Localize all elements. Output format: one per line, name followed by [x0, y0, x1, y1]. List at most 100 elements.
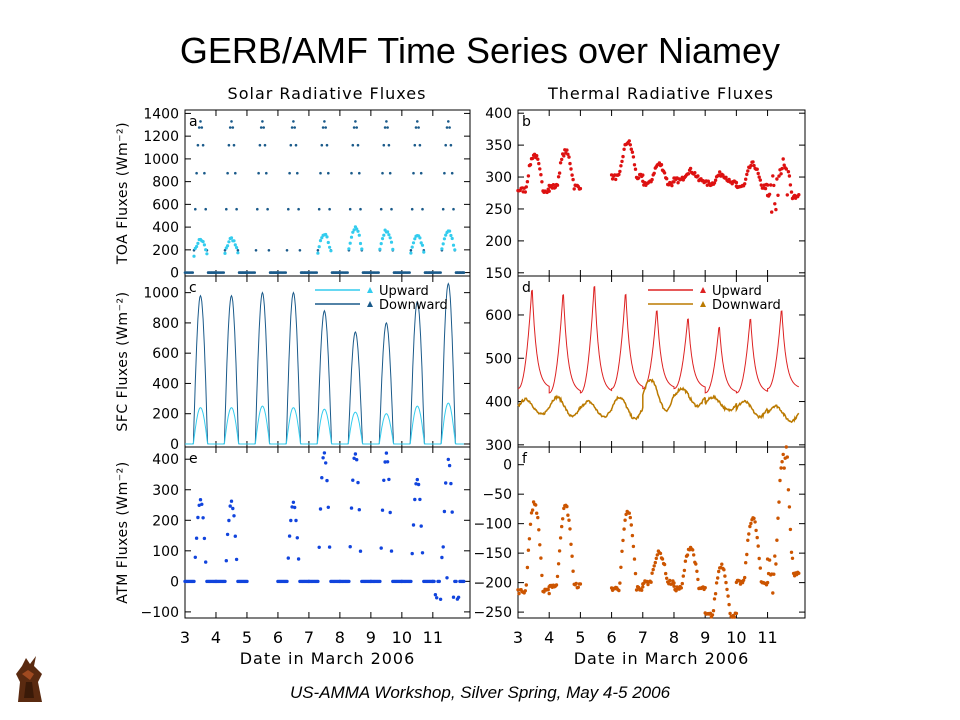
data-point — [619, 565, 623, 569]
x-tick-label-f-5: 5 — [575, 628, 585, 647]
y-tick-label-b: 150 — [485, 266, 512, 282]
downward-point — [204, 207, 207, 211]
data-point — [618, 581, 622, 585]
data-point — [755, 535, 759, 540]
data-point — [416, 482, 421, 487]
data-point — [228, 504, 232, 508]
upward-point — [382, 233, 386, 237]
downward-point — [356, 143, 360, 147]
y-tick-label-a: 800 — [152, 175, 179, 191]
data-point — [726, 594, 730, 598]
data-point — [535, 511, 539, 515]
data-point — [641, 585, 645, 589]
data-point — [433, 593, 438, 597]
x-tick-label-f-10: 10 — [726, 628, 746, 647]
upward-point — [450, 236, 454, 241]
y-tick-label-e: 300 — [152, 483, 179, 499]
downward-point — [296, 171, 299, 175]
data-point — [409, 579, 413, 584]
data-point — [749, 163, 753, 168]
data-point — [754, 528, 758, 533]
upward-point — [232, 239, 236, 243]
data-point — [665, 576, 669, 580]
data-point — [679, 586, 683, 590]
y-tick-label-a: 400 — [152, 220, 179, 236]
data-point — [201, 516, 205, 520]
data-point — [617, 172, 621, 177]
data-point — [653, 560, 657, 565]
data-point — [316, 579, 320, 584]
downward-point — [445, 126, 449, 129]
data-point — [746, 538, 750, 542]
upward-point — [227, 240, 231, 244]
data-point — [556, 175, 561, 179]
upward-point — [195, 244, 199, 249]
data-point — [751, 160, 755, 164]
data-point — [757, 556, 761, 561]
data-point — [634, 588, 639, 592]
downward-point — [203, 171, 206, 175]
series-group-e — [183, 451, 466, 601]
data-point — [631, 155, 636, 159]
x-tick-label-f-7: 7 — [638, 628, 648, 647]
data-point — [546, 588, 550, 592]
series-group-a — [183, 120, 466, 274]
data-point — [570, 173, 574, 177]
downward-point — [447, 120, 450, 123]
data-point — [551, 183, 556, 187]
data-point — [325, 478, 329, 483]
y-tick-label-d: 600 — [485, 308, 512, 324]
data-point — [744, 177, 748, 181]
y-tick-label-c: 400 — [152, 376, 179, 392]
upward-point — [411, 241, 416, 245]
upward-point — [420, 243, 425, 247]
data-point — [753, 520, 757, 524]
data-point — [693, 171, 697, 175]
data-point — [320, 476, 324, 480]
data-point — [538, 167, 542, 171]
upward-point — [226, 244, 230, 248]
data-point — [435, 596, 439, 600]
data-point — [358, 549, 363, 553]
upward-point — [324, 232, 328, 237]
y-tick-label-f: −50 — [482, 487, 512, 503]
data-point — [692, 553, 696, 557]
upward-point — [318, 239, 323, 243]
data-point — [722, 568, 726, 572]
data-point — [748, 524, 752, 529]
data-point — [725, 587, 729, 592]
data-point — [646, 582, 650, 587]
data-point — [694, 562, 698, 566]
downward-point — [350, 171, 353, 175]
data-point — [415, 477, 419, 482]
y-axis-label-a: TOA Fluxes (Wm⁻²) — [115, 122, 131, 265]
downward-point — [325, 143, 329, 147]
data-point — [517, 591, 521, 596]
downward-point — [383, 126, 387, 129]
data-point — [567, 518, 571, 522]
data-point — [438, 597, 443, 601]
downward-point — [223, 249, 227, 252]
data-point — [385, 460, 390, 464]
y-tick-label-a: 1400 — [143, 106, 179, 122]
data-point — [560, 157, 564, 162]
data-point — [623, 518, 627, 522]
x-tick-label-f-4: 4 — [544, 628, 554, 647]
data-point — [560, 524, 564, 529]
data-point — [462, 579, 466, 584]
upward-point — [204, 248, 208, 252]
downward-point — [346, 271, 349, 274]
data-point — [555, 574, 560, 579]
data-point — [444, 481, 448, 485]
downward-point — [327, 171, 330, 175]
downward-point — [263, 143, 267, 147]
downward-point — [293, 126, 297, 129]
data-point — [780, 166, 784, 171]
data-point — [610, 177, 615, 181]
upward-point — [229, 236, 234, 240]
data-point — [537, 528, 541, 532]
upward-point — [236, 251, 240, 255]
data-point — [776, 516, 780, 520]
data-point — [712, 597, 717, 601]
y-tick-label-c: 600 — [152, 346, 179, 362]
